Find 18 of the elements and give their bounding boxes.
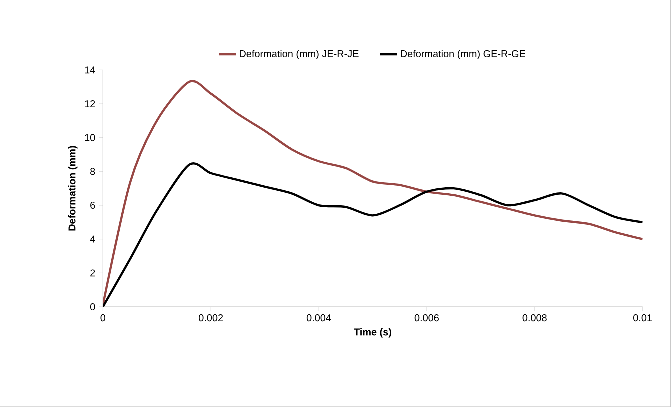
x-tick-label: 0.01 — [634, 314, 652, 322]
y-tick-label: 4 — [90, 236, 96, 243]
y-tick-label: 2 — [90, 270, 96, 277]
legend-label: Deformation (mm) JE-R-JE — [240, 50, 359, 60]
x-tick-label: 0.006 — [414, 314, 439, 322]
y-tick-label: 0 — [90, 303, 96, 310]
y-tick-label: 6 — [90, 202, 96, 209]
y-tick-label: 14 — [85, 66, 96, 74]
legend-label: Deformation (mm) GE-R-GE — [401, 50, 526, 60]
x-tick-label: 0.008 — [522, 314, 547, 322]
x-tick-label: 0.004 — [306, 314, 332, 322]
x-tick-label: 0 — [100, 314, 106, 322]
x-tick-label: 0.002 — [199, 314, 224, 322]
y-tick-label: 12 — [85, 100, 96, 108]
x-axis-title: Time (s) — [354, 328, 392, 338]
y-tick-label: 10 — [85, 134, 96, 142]
y-axis-title: Deformation (mm) — [68, 146, 78, 231]
y-tick-label: 8 — [90, 168, 96, 176]
